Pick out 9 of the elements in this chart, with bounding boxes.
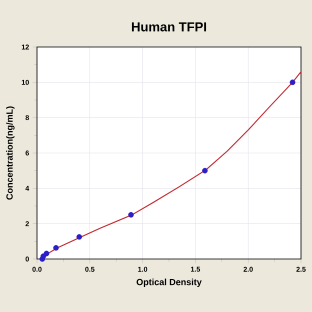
point — [44, 250, 50, 256]
point — [290, 80, 296, 86]
y-axis-title: Concentration(ng/mL) — [6, 106, 15, 200]
point — [202, 168, 208, 174]
point — [53, 245, 59, 251]
x-axis-title: Optical Density — [136, 278, 202, 288]
point — [128, 212, 134, 218]
point — [76, 234, 82, 240]
chart-title: Human TFPI — [132, 22, 206, 32]
